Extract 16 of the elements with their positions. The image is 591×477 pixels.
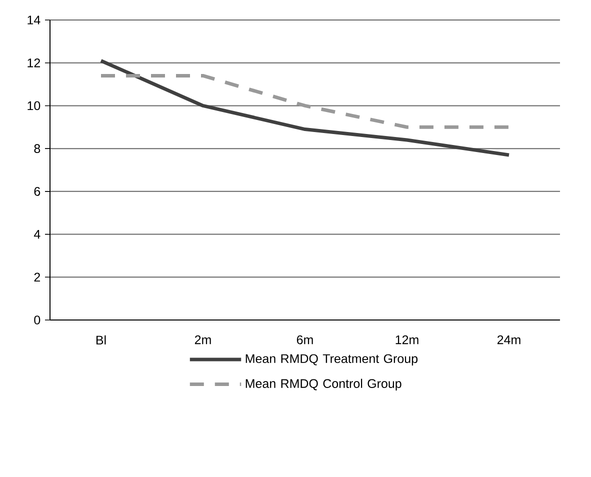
- legend-label: Mean RMDQ Treatment Group: [246, 354, 418, 366]
- y-tick-label: 0: [34, 316, 40, 324]
- y-tick-label: 2: [34, 272, 40, 282]
- line-series: [99, 58, 511, 157]
- x-tick-label: 12m: [396, 335, 418, 344]
- x-tick-label: 2m: [194, 335, 211, 344]
- x-tick-label: 24m: [497, 335, 520, 344]
- y-tick-label: 8: [34, 144, 40, 153]
- y-tick-label: 4: [34, 230, 40, 239]
- legend-label: Mean RMDQ Control Group: [246, 378, 402, 390]
- y-tick-label: 10: [28, 101, 40, 110]
- x-tick-label: 6m: [296, 335, 313, 344]
- y-tick-label: 6: [34, 187, 40, 196]
- x-tick-label: Bl: [96, 335, 106, 344]
- y-tick-label: 14: [28, 16, 40, 24]
- y-tick-label: 12: [28, 58, 40, 68]
